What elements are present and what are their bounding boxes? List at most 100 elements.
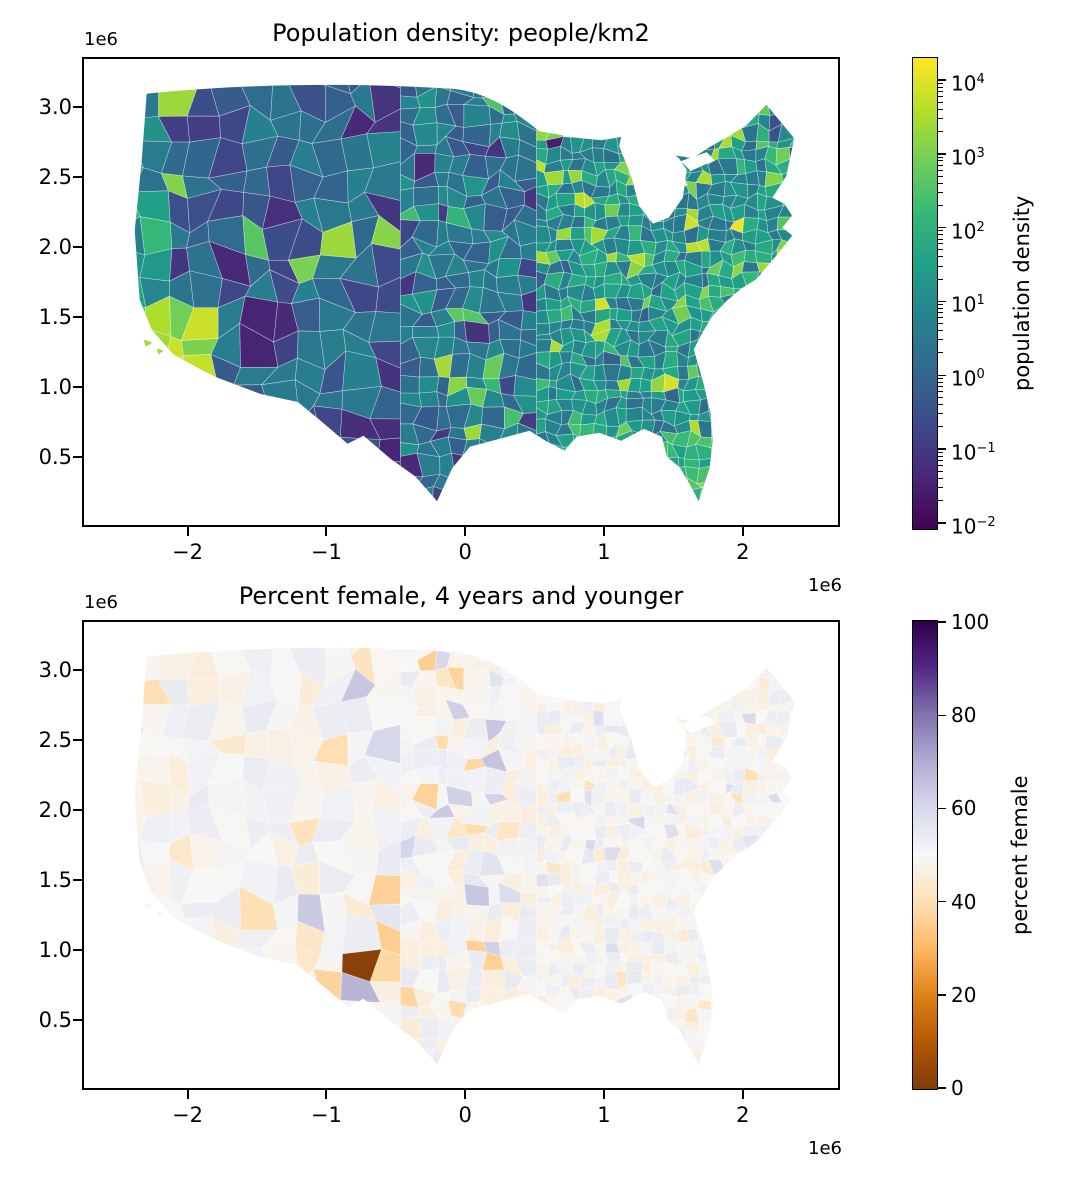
colorbar-major-tick [938, 300, 946, 303]
panel2-title: Percent female, 4 years and younger [238, 582, 684, 610]
colorbar-minor-tick [938, 487, 943, 489]
colorbar-minor-tick [938, 308, 943, 310]
panel1-map-axes [82, 57, 840, 527]
colorbar-minor-tick [938, 312, 943, 314]
x-tick-label: 1 [597, 1103, 611, 1127]
y-tick-label: 2.0 [38, 798, 72, 823]
colorbar-minor-tick [938, 160, 943, 162]
colorbar-minor-tick [938, 323, 943, 325]
great-lakes [656, 738, 688, 761]
great-lakes [619, 113, 687, 224]
y-tick-mark [73, 106, 82, 109]
colorbar-major-tick [938, 374, 946, 376]
colorbar-major-tick [938, 900, 946, 903]
colorbar-minor-tick [938, 459, 943, 461]
panel1-y-axis-offset-label: 1e6 [84, 29, 118, 50]
colorbar-major-tick [938, 522, 946, 524]
colorbar-tick-label: 10−1 [951, 440, 996, 465]
colorbar-major-tick [938, 807, 946, 810]
x-tick-label: −2 [172, 540, 203, 564]
colorbar-minor-tick [938, 182, 943, 184]
colorbar-minor-tick [938, 265, 943, 267]
colorbar-tick-label: 103 [951, 145, 985, 170]
y-tick-mark [73, 809, 82, 812]
colorbar-minor-tick [938, 386, 943, 388]
great-lakes [551, 679, 638, 704]
x-tick-mark [464, 527, 467, 536]
x-tick-label: −1 [310, 540, 342, 564]
x-tick-label: −2 [172, 1103, 203, 1127]
panel2-x-axis-offset-label: 1e6 [808, 1138, 842, 1159]
y-tick-mark [73, 1019, 82, 1022]
panel1-colorbar [912, 57, 938, 530]
x-tick-label: 2 [736, 1103, 750, 1127]
panel1-x-axis-offset-label: 1e6 [808, 575, 842, 596]
panel1-title: Population density: people/km2 [272, 19, 650, 47]
great-lakes [551, 116, 638, 141]
y-tick-label: 1.0 [38, 938, 72, 963]
colorbar-minor-tick [938, 243, 943, 245]
x-tick-mark [325, 1090, 328, 1099]
colorbar-minor-tick [938, 238, 943, 240]
colorbar-minor-tick [938, 234, 943, 236]
x-tick-label: 0 [458, 540, 472, 564]
colorbar-tick-label: 60 [951, 796, 977, 821]
x-tick-label: −1 [310, 1103, 342, 1127]
colorbar-minor-tick [938, 86, 943, 88]
colorbar-major-tick [938, 153, 946, 155]
y-tick-label: 2.5 [38, 728, 72, 753]
y-tick-label: 1.0 [38, 375, 72, 400]
y-tick-mark [73, 176, 82, 179]
colorbar-tick-label: 80 [951, 703, 977, 728]
colorbar-major-tick [938, 79, 946, 81]
y-tick-mark [73, 739, 82, 742]
colorbar-tick-label: 100 [951, 610, 990, 634]
colorbar-minor-tick [938, 413, 943, 415]
colorbar-minor-tick [938, 330, 943, 332]
great-lakes [619, 676, 687, 787]
colorbar-minor-tick [938, 464, 943, 466]
colorbar-minor-tick [938, 391, 943, 393]
colorbar-major-tick [938, 448, 946, 450]
colorbar-tick-label: 102 [951, 219, 985, 244]
y-tick-mark [73, 879, 82, 882]
x-tick-mark [602, 527, 605, 536]
us-county-choropleth [134, 647, 795, 1065]
y-tick-label: 3.0 [38, 95, 72, 120]
y-tick-label: 0.5 [38, 445, 72, 470]
x-tick-label: 1 [597, 540, 611, 564]
x-tick-label: 0 [458, 1103, 472, 1127]
colorbar-minor-tick [938, 249, 943, 251]
colorbar-tick-label: 0 [951, 1076, 964, 1100]
colorbar-major-tick [938, 621, 946, 623]
colorbar-minor-tick [938, 404, 943, 406]
x-tick-mark [325, 527, 328, 536]
y-tick-label: 2.0 [38, 235, 72, 260]
colorbar-minor-tick [938, 278, 943, 280]
x-tick-label: 2 [736, 540, 750, 564]
colorbar-minor-tick [938, 451, 943, 453]
panel2-y-axis-offset-label: 1e6 [84, 592, 118, 613]
colorbar-tick-label: 104 [951, 71, 985, 96]
y-tick-mark [73, 456, 82, 459]
colorbar-minor-tick [938, 339, 943, 341]
x-tick-mark [741, 1090, 744, 1099]
us-county-choropleth [134, 84, 795, 502]
colorbar-minor-tick [938, 455, 943, 457]
colorbar-tick-label: 100 [951, 366, 985, 391]
colorbar-minor-tick [938, 477, 943, 479]
colorbar-minor-tick [938, 256, 943, 258]
panel2-colorbar-label: percent female [1008, 775, 1032, 935]
colorbar-minor-tick [938, 108, 943, 110]
colorbar-minor-tick [938, 95, 943, 97]
colorbar-minor-tick [938, 169, 943, 171]
colorbar-minor-tick [938, 396, 943, 398]
great-lakes [680, 152, 715, 172]
x-tick-mark [602, 1090, 605, 1099]
colorbar-minor-tick [938, 191, 943, 193]
panel2-colorbar [912, 620, 938, 1090]
y-tick-label: 2.5 [38, 165, 72, 190]
colorbar-major-tick [938, 1087, 946, 1089]
y-tick-mark [73, 386, 82, 389]
